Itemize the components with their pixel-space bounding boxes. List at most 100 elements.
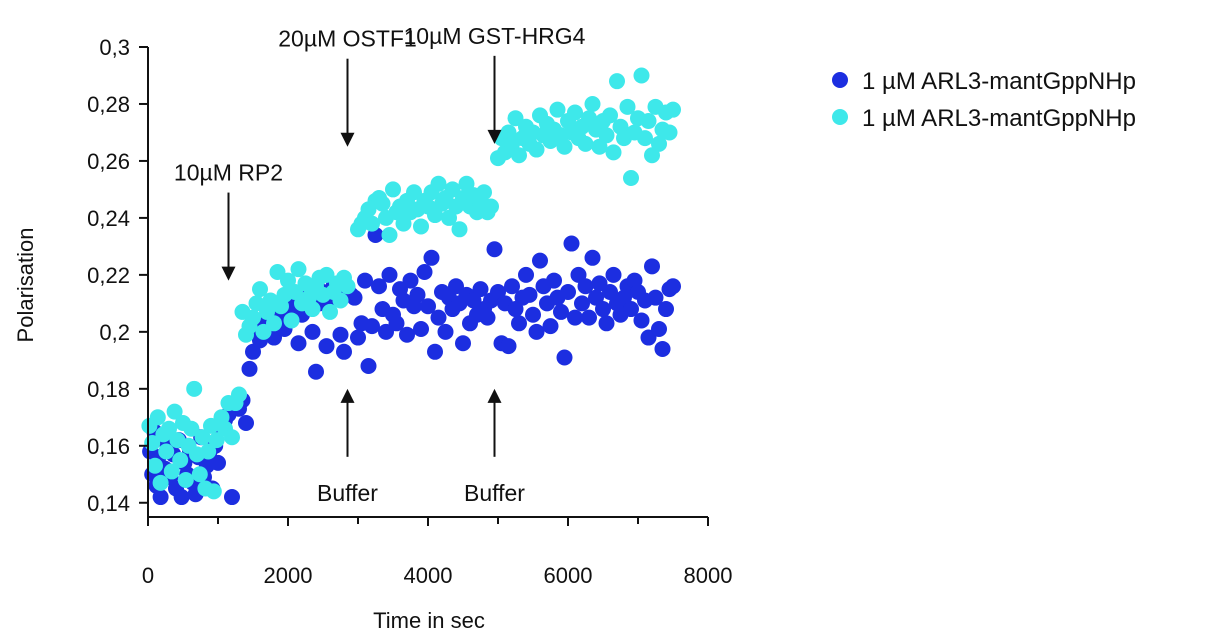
data-point-series-2 (598, 127, 615, 144)
data-point-series-1 (665, 278, 681, 295)
data-point-series-2 (651, 135, 667, 152)
data-point-series-2 (149, 409, 166, 426)
data-point-series-2 (200, 443, 217, 460)
data-point-series-1 (644, 258, 660, 275)
data-point-series-1 (416, 264, 433, 281)
data-point-series-2 (413, 218, 429, 235)
data-point-series-1 (388, 315, 405, 332)
arrow-up-icon (487, 388, 502, 403)
x-ticks: 0 2000 4000 6000 8000 (142, 517, 732, 588)
data-point-series-2 (245, 309, 261, 326)
data-point-series-1 (542, 318, 559, 335)
data-point-series-2 (385, 181, 401, 198)
data-point-series-1 (532, 252, 548, 269)
x-tick-label: 0 (142, 563, 154, 588)
data-point-series-1 (455, 335, 471, 352)
data-point-series-1 (574, 295, 590, 312)
legend: 1 µM ARL3-mantGppNHp 1 µM ARL3-mantGppNH… (832, 68, 1136, 132)
data-point-series-1 (381, 266, 398, 283)
data-point-series-1 (430, 309, 447, 326)
data-point-series-2 (640, 113, 657, 130)
data-point-series-1 (173, 489, 190, 506)
data-point-series-2 (224, 429, 240, 446)
y-tick-label: 0,14 (87, 491, 130, 516)
data-point-series-1 (581, 309, 597, 326)
y-tick-label: 0,28 (87, 92, 130, 117)
data-point-series-2 (665, 101, 681, 118)
data-point-series-2 (147, 457, 163, 474)
data-point-series-1 (423, 249, 440, 266)
data-point-series-2 (283, 312, 300, 329)
data-point-series-1 (647, 289, 664, 306)
data-point-series-1 (633, 312, 650, 329)
y-tick-label: 0,2 (99, 320, 130, 345)
data-point-series-2 (549, 101, 566, 118)
data-point-series-1 (304, 323, 321, 340)
data-point-series-1 (336, 343, 352, 360)
data-point-series-2 (152, 474, 169, 491)
data-point-series-2 (528, 141, 545, 158)
y-ticks: 0,14 0,16 0,18 0,2 0,22 0,24 0,26 0,28 0,3 (87, 35, 148, 516)
y-tick-label: 0,18 (87, 377, 130, 402)
data-point-series-1 (651, 321, 667, 337)
data-point-series-2 (633, 67, 650, 84)
data-point-series-2 (511, 147, 527, 164)
data-point-series-1 (318, 338, 335, 355)
legend-marker-series-2 (832, 109, 848, 125)
x-tick-label: 6000 (544, 563, 593, 588)
data-point-series-2 (451, 221, 468, 238)
data-point-series-2 (161, 420, 177, 437)
data-point-series-2 (208, 432, 225, 449)
data-point-series-1 (528, 323, 545, 340)
data-point-series-2 (623, 170, 639, 187)
data-point-series-1 (241, 360, 258, 377)
data-point-series-1 (413, 321, 429, 337)
data-point-series-2 (602, 107, 618, 124)
data-point-series-1 (238, 415, 254, 431)
data-point-series-1 (654, 340, 671, 357)
data-point-series-1 (595, 301, 611, 318)
data-point-series-2 (266, 315, 282, 332)
data-point-series-1 (210, 454, 226, 471)
data-point-series-2 (290, 261, 307, 278)
data-point-series-1 (332, 326, 349, 343)
y-tick-label: 0,26 (87, 149, 130, 174)
data-point-series-1 (364, 318, 380, 335)
data-point-series-1 (357, 272, 373, 289)
data-point-series-1 (420, 298, 436, 315)
data-point-series-1 (511, 315, 527, 332)
data-point-series-1 (584, 249, 601, 266)
data-point-series-1 (623, 301, 639, 318)
data-point-series-2 (177, 471, 194, 488)
data-point-series-1 (605, 266, 622, 283)
data-point-series-2 (584, 95, 601, 112)
data-point-series-2 (381, 227, 398, 243)
data-point-series-2 (158, 443, 175, 460)
data-point-series-2 (163, 463, 180, 480)
y-tick-label: 0,3 (99, 35, 130, 60)
data-point-series-2 (609, 73, 625, 90)
arrow-down-icon (340, 132, 355, 147)
data-point-series-2 (339, 278, 356, 295)
data-point-series-1 (546, 272, 562, 289)
data-point-series-1 (525, 306, 541, 323)
data-point-series-1 (479, 309, 496, 326)
data-point-series-2 (637, 130, 653, 147)
data-point-series-1 (360, 358, 377, 375)
data-point-series-2 (577, 135, 594, 152)
data-point-series-1 (553, 303, 569, 320)
data-point-series-2 (186, 380, 203, 397)
data-point-series-2 (619, 98, 636, 115)
data-point-series-2 (661, 124, 678, 141)
data-point-series-2 (304, 301, 321, 318)
data-point-series-1 (308, 363, 324, 380)
y-axis-title: Polarisation (13, 228, 38, 343)
data-point-series-1 (409, 286, 426, 303)
data-point-series-2 (332, 292, 349, 309)
annotation-label: 20µM OSTF1 (278, 26, 417, 52)
data-point-series-1 (577, 278, 594, 295)
annotation-label: Buffer (464, 480, 525, 506)
arrow-down-icon (487, 129, 502, 144)
data-point-series-1 (500, 338, 517, 355)
